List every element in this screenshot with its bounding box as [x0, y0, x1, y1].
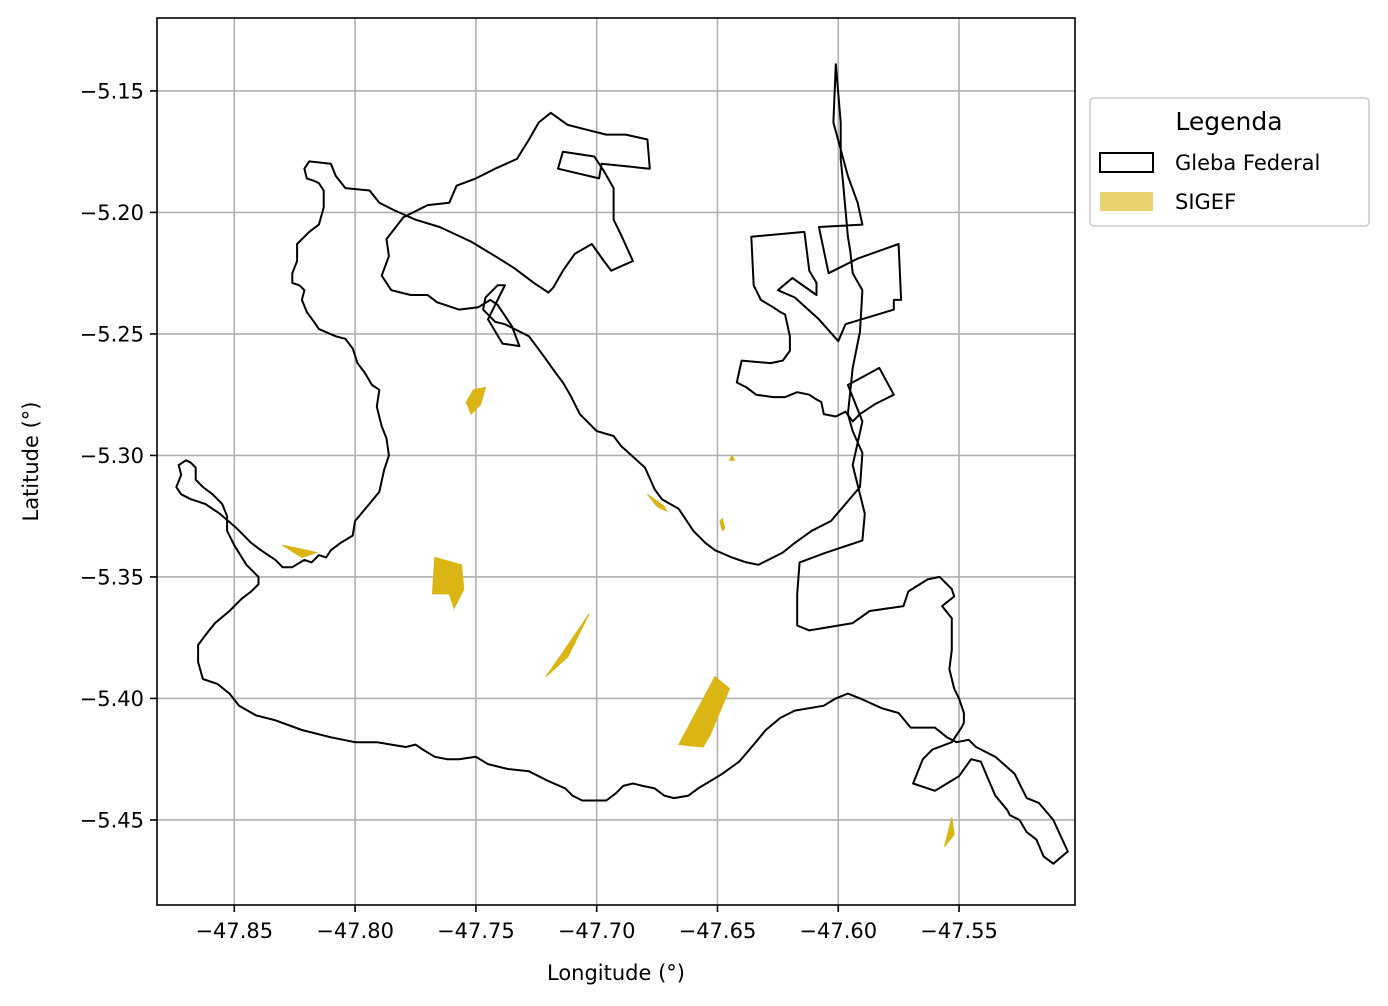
gleba-federal-boundary: [175, 63, 1069, 865]
x-tick-label-0: −47.85: [195, 919, 273, 943]
legend-swatch-sigef: [1100, 192, 1153, 211]
legend-swatch-gleba-federal: [1099, 152, 1154, 173]
sigef-parcel-1: [728, 454, 736, 461]
plot-frame: [156, 17, 1076, 906]
y-tick-label-3: −5.30: [80, 444, 144, 468]
axis-ticks: −47.85 −47.80 −47.75 −47.70 −47.65 −47.60 −47.…: [80, 79, 998, 943]
x-tick-label-1: −47.80: [316, 919, 394, 943]
legend: Legenda Gleba Federal SIGEF: [1089, 97, 1370, 227]
legend-label-gleba-federal: Gleba Federal: [1175, 151, 1320, 175]
legend-label-sigef: SIGEF: [1175, 190, 1236, 214]
sigef-parcel-4: [282, 544, 319, 559]
legend-frame: [1089, 97, 1370, 227]
x-tick-label-3: −47.70: [558, 919, 636, 943]
sigef-parcel-0: [465, 386, 487, 415]
sigef-parcel-2: [647, 493, 668, 513]
x-axis-label: Longitude (°): [547, 961, 685, 985]
y-tick-label-2: −5.25: [80, 322, 144, 346]
sigef-parcel-7: [678, 675, 731, 748]
y-tick-label-1: −5.20: [80, 201, 144, 225]
x-tick-label-2: −47.75: [437, 919, 515, 943]
map-layers: [175, 63, 1069, 865]
sigef-parcel-3: [719, 517, 726, 532]
y-tick-label-6: −5.45: [80, 808, 144, 832]
y-tick-label-0: −5.15: [80, 79, 144, 103]
y-tick-label-4: −5.35: [80, 565, 144, 589]
x-tick-label-5: −47.60: [799, 919, 877, 943]
legend-title: Legenda: [1175, 107, 1282, 136]
y-tick-label-5: −5.40: [80, 687, 144, 711]
sigef-parcel-5: [431, 556, 465, 610]
sigef-parcel-6: [545, 613, 590, 677]
x-tick-label-6: −47.55: [920, 919, 998, 943]
grid-lines: [157, 18, 1075, 905]
y-axis-label: Latitude (°): [19, 402, 43, 522]
sigef-parcel-8: [944, 817, 955, 848]
x-tick-label-4: −47.65: [679, 919, 757, 943]
